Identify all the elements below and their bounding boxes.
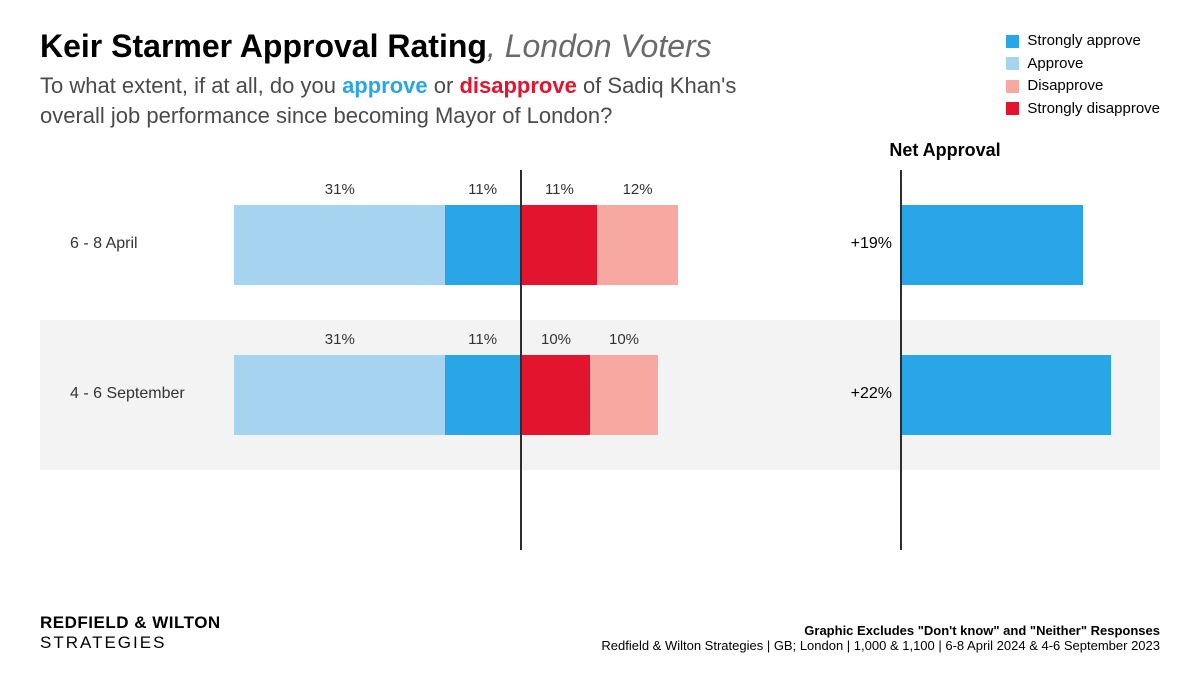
legend-label: Strongly disapprove <box>1027 98 1160 121</box>
disapprove-bar-group: 11%12% <box>522 205 678 285</box>
title-main: Keir Starmer Approval Rating <box>40 28 487 64</box>
strongly-approve-segment: 11% <box>445 355 520 435</box>
chart-title: Keir Starmer Approval Rating, London Vot… <box>40 28 800 65</box>
legend-item: Approve <box>1006 53 1160 76</box>
disapprove-value-label: 10% <box>590 331 658 348</box>
legend-label: Approve <box>1027 53 1083 76</box>
legend-item: Disapprove <box>1006 75 1160 98</box>
brand-line-1: REDFIELD & WILTON <box>40 613 221 633</box>
title-block: Keir Starmer Approval Rating, London Vot… <box>40 28 800 130</box>
net-approval-bar <box>902 355 1111 435</box>
row-date-label: 4 - 6 September <box>70 385 185 403</box>
approve-segment: 31% <box>234 355 445 435</box>
strongly-disapprove-value-label: 11% <box>522 181 597 198</box>
row-date-label: 6 - 8 April <box>70 235 138 253</box>
footer: REDFIELD & WILTON STRATEGIES Graphic Exc… <box>40 613 1160 653</box>
header-row: Keir Starmer Approval Rating, London Vot… <box>40 28 1160 130</box>
legend-swatch <box>1006 102 1019 115</box>
legend: Strongly approveApproveDisapproveStrongl… <box>1006 28 1160 120</box>
net-approval-value-label: +19% <box>842 235 892 253</box>
survey-question: To what extent, if at all, do you approv… <box>40 71 800 130</box>
footnote-bold: Graphic Excludes "Don't know" and "Neith… <box>601 623 1160 638</box>
legend-swatch <box>1006 57 1019 70</box>
approve-value-label: 31% <box>234 181 445 198</box>
chart-area: Net Approval 6 - 8 April31%11%11%12%+19%… <box>40 170 1160 550</box>
net-approval-value-label: +22% <box>842 385 892 403</box>
title-subtitle: , London Voters <box>487 28 712 64</box>
legend-label: Disapprove <box>1027 75 1103 98</box>
chart-container: Keir Starmer Approval Rating, London Vot… <box>0 0 1200 675</box>
strongly-approve-value-label: 11% <box>445 181 520 198</box>
strongly-disapprove-value-label: 10% <box>522 331 590 348</box>
strongly-approve-segment: 11% <box>445 205 520 285</box>
footnote-block: Graphic Excludes "Don't know" and "Neith… <box>601 623 1160 653</box>
question-disapprove-word: disapprove <box>459 73 576 98</box>
brand-block: REDFIELD & WILTON STRATEGIES <box>40 613 221 653</box>
brand-line-2: STRATEGIES <box>40 633 221 653</box>
legend-swatch <box>1006 35 1019 48</box>
strongly-disapprove-segment: 11% <box>522 205 597 285</box>
disapprove-bar-group: 10%10% <box>522 355 658 435</box>
strongly-disapprove-segment: 10% <box>522 355 590 435</box>
legend-label: Strongly approve <box>1027 30 1140 53</box>
legend-swatch <box>1006 80 1019 93</box>
approve-bar-group: 31%11% <box>234 205 520 285</box>
legend-item: Strongly disapprove <box>1006 98 1160 121</box>
disapprove-segment: 10% <box>590 355 658 435</box>
question-text-pre: To what extent, if at all, do you <box>40 73 342 98</box>
approve-segment: 31% <box>234 205 445 285</box>
net-approval-bar <box>902 205 1083 285</box>
footnote-detail: Redfield & Wilton Strategies | GB; Londo… <box>601 638 1160 653</box>
disapprove-segment: 12% <box>597 205 679 285</box>
strongly-approve-value-label: 11% <box>445 331 520 348</box>
question-approve-word: approve <box>342 73 428 98</box>
approve-value-label: 31% <box>234 331 445 348</box>
question-text-mid: or <box>428 73 460 98</box>
net-approval-header: Net Approval <box>889 140 1000 161</box>
disapprove-value-label: 12% <box>597 181 679 198</box>
approve-bar-group: 31%11% <box>234 355 520 435</box>
legend-item: Strongly approve <box>1006 30 1160 53</box>
